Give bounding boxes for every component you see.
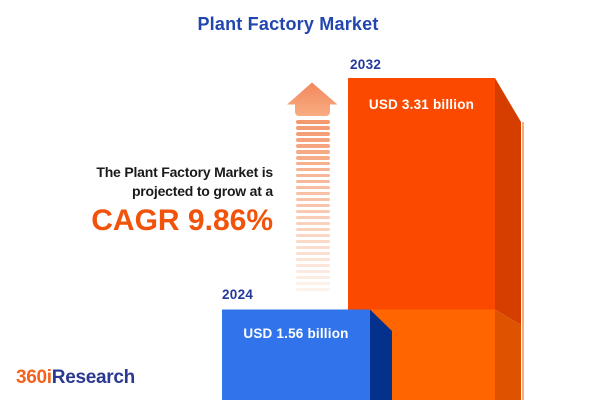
bar-2024-side xyxy=(370,309,392,400)
arrow-stripe xyxy=(295,233,330,238)
arrow-stripe xyxy=(295,275,330,280)
bar-2032-side-upper xyxy=(495,78,521,325)
growth-message: The Plant Factory Market is projected to… xyxy=(91,163,273,236)
arrow-stripe xyxy=(295,215,330,220)
brand-logo: 360iResearch xyxy=(16,367,135,389)
arrow-stripe xyxy=(295,245,330,250)
arrow-stripe xyxy=(295,263,330,268)
arrow-stripe xyxy=(295,173,330,178)
bar-2024-face xyxy=(222,309,370,400)
arrow-stripe xyxy=(295,161,330,166)
arrow-stripe xyxy=(295,143,330,148)
growth-arrow-head-icon xyxy=(287,82,338,116)
arrow-stripe xyxy=(295,287,330,292)
arrow-stripe xyxy=(295,120,330,124)
arrow-stripe xyxy=(295,251,330,256)
arrow-stripe xyxy=(295,155,330,160)
bar-label-2032: 2032 xyxy=(350,57,382,72)
bar-2032-side-lower xyxy=(495,309,521,400)
arrow-stripe xyxy=(295,227,330,232)
arrow-stripe xyxy=(295,269,330,274)
growth-arrow-stripes xyxy=(295,120,330,294)
bar-value-2032: USD 3.31 billion xyxy=(368,97,475,112)
arrow-stripe xyxy=(295,167,330,172)
arrow-stripe xyxy=(295,257,330,262)
brand-logo-part2: Research xyxy=(51,367,135,388)
arrow-stripe xyxy=(295,185,330,190)
page-title: Plant Factory Market xyxy=(197,14,379,34)
cagr-value: CAGR 9.86% xyxy=(91,204,273,237)
arrow-stripe xyxy=(295,209,330,214)
arrow-stripe xyxy=(295,221,330,226)
arrow-stripe xyxy=(295,179,330,184)
arrow-stripe xyxy=(295,125,330,130)
growth-message-line1: The Plant Factory Market is xyxy=(96,164,273,180)
arrow-stripe xyxy=(295,239,330,244)
arrow-stripe xyxy=(295,131,330,136)
bar-2032-edge-line xyxy=(522,122,524,400)
bar-2032-face-upper xyxy=(348,78,495,310)
arrow-stripe xyxy=(295,149,330,154)
bar-label-2024: 2024 xyxy=(222,287,254,302)
arrow-stripe xyxy=(295,137,330,142)
arrow-stripe xyxy=(295,197,330,202)
bar-value-2024: USD 1.56 billion xyxy=(243,326,349,341)
arrow-stripe xyxy=(295,191,330,196)
brand-logo-part1: 360i xyxy=(16,367,52,388)
arrow-stripe xyxy=(295,281,330,286)
growth-message-line2: projected to grow at a xyxy=(131,183,273,199)
arrow-stripe xyxy=(295,203,330,208)
